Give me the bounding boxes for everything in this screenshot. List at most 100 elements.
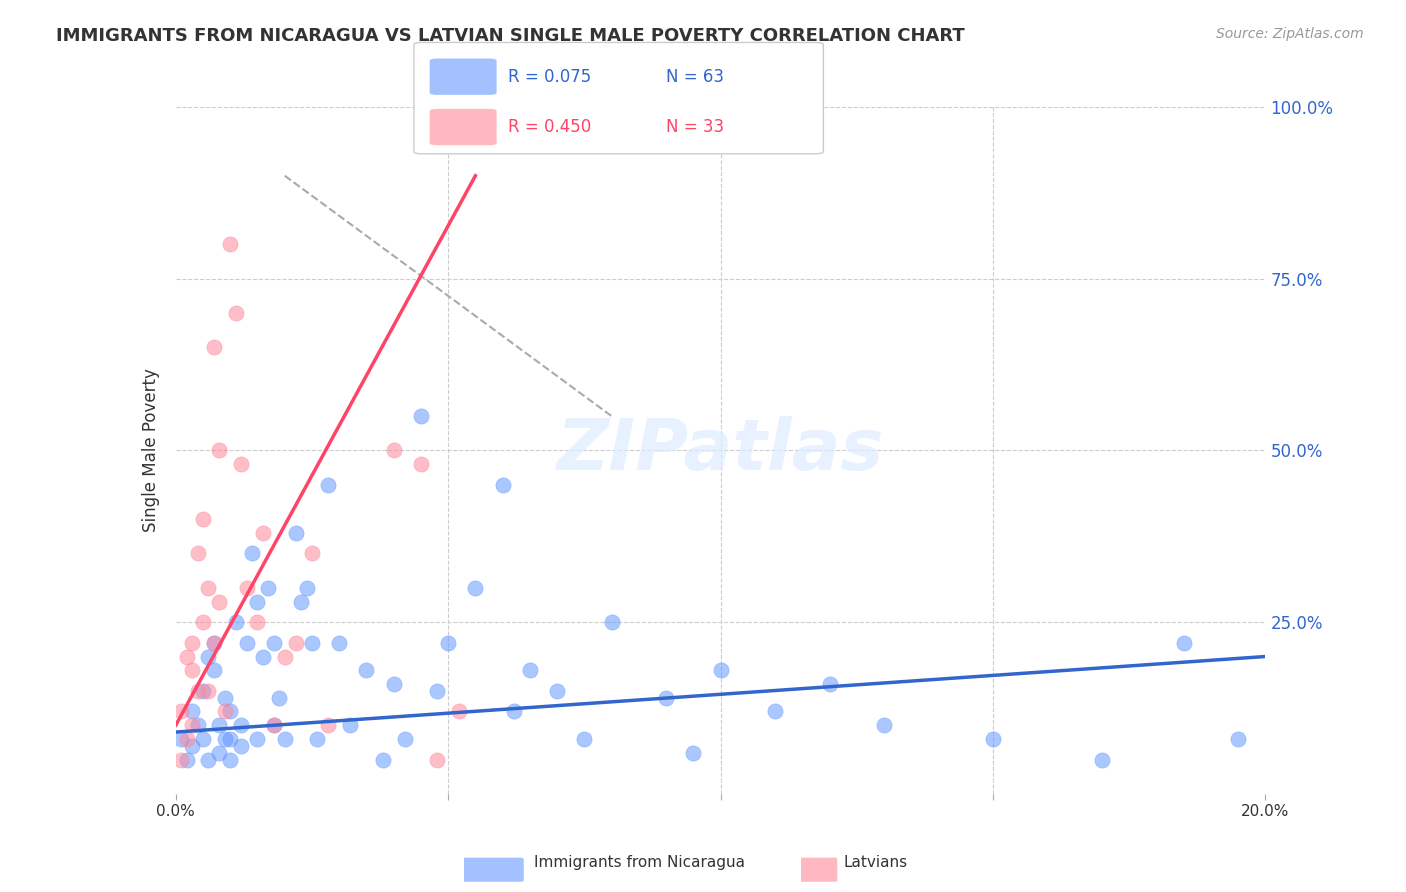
Point [290,594,312,608]
Point [981,731,1004,746]
Point [219,237,242,252]
Point [202,663,225,677]
Point [202,340,225,354]
Text: Latvians: Latvians [844,855,908,870]
Point [191,731,214,746]
Point [246,731,269,746]
Point [710,663,733,677]
Point [197,649,219,664]
Text: N = 63: N = 63 [666,68,724,86]
Point [231,718,253,732]
Text: R = 0.450: R = 0.450 [509,118,592,136]
Point [356,663,378,677]
Point [225,306,247,320]
Point [186,718,209,732]
Point [186,546,209,561]
Point [191,615,214,630]
Text: R = 0.075: R = 0.075 [509,68,592,86]
Point [214,731,236,746]
Point [1173,636,1195,650]
Point [170,753,193,767]
Point [257,581,280,595]
Point [394,731,416,746]
Point [546,683,568,698]
FancyBboxPatch shape [413,43,824,153]
Point [197,581,219,595]
Point [176,753,198,767]
Point [246,615,269,630]
Point [447,705,470,719]
Point [186,683,209,698]
Point [181,718,204,732]
Point [328,636,350,650]
Point [235,581,257,595]
Text: N = 33: N = 33 [666,118,724,136]
Point [818,677,841,691]
Point [208,594,231,608]
FancyBboxPatch shape [430,59,496,95]
Point [409,457,432,471]
Point [191,683,214,698]
Point [263,718,285,732]
Point [763,705,786,719]
Point [252,525,274,540]
Point [197,683,219,698]
Point [519,663,541,677]
Point [191,512,214,526]
Point [274,649,297,664]
Point [502,705,524,719]
Point [235,636,257,650]
Point [301,636,323,650]
FancyBboxPatch shape [799,858,838,881]
Point [284,525,307,540]
Point [382,443,405,458]
Point [246,594,269,608]
Point [214,705,236,719]
Point [170,731,193,746]
Text: ZIPatlas: ZIPatlas [557,416,884,485]
Point [307,731,329,746]
Point [464,581,486,595]
Point [263,636,285,650]
Point [240,546,263,561]
Point [202,636,225,650]
Point [231,457,253,471]
Point [284,636,307,650]
Point [181,663,204,677]
Point [197,753,219,767]
Point [318,718,340,732]
FancyBboxPatch shape [430,109,496,145]
Point [181,636,204,650]
Point [318,478,340,492]
Point [574,731,596,746]
Point [252,649,274,664]
Y-axis label: Single Male Poverty: Single Male Poverty [142,368,160,533]
Point [426,753,449,767]
Point [492,478,515,492]
Point [170,705,193,719]
Point [382,677,405,691]
Point [274,731,297,746]
Point [600,615,623,630]
Point [181,739,204,753]
Point [176,649,198,664]
Point [339,718,361,732]
Point [231,739,253,753]
Point [426,683,449,698]
Point [269,690,291,705]
Point [437,636,460,650]
Point [208,746,231,760]
Point [1227,731,1250,746]
Point [208,443,231,458]
Point [301,546,323,561]
Point [409,409,432,423]
Point [655,690,678,705]
Point [181,705,204,719]
Point [873,718,896,732]
Point [219,705,242,719]
Point [219,753,242,767]
FancyBboxPatch shape [461,858,524,881]
Point [176,731,198,746]
Point [295,581,318,595]
Point [225,615,247,630]
